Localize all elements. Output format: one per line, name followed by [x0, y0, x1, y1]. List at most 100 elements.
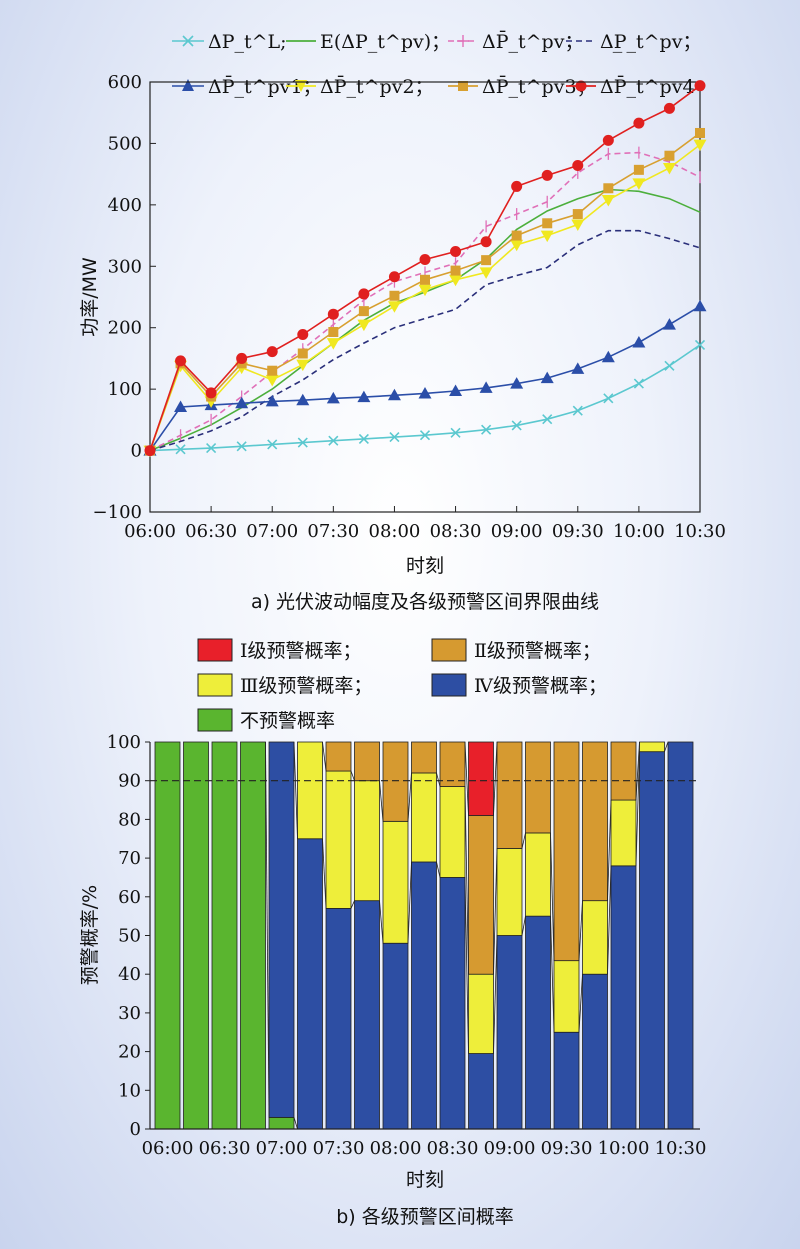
bar-segment-series-2	[639, 741, 665, 753]
point-series-4	[510, 377, 524, 389]
point-series-6	[358, 306, 369, 317]
bar-connector	[407, 772, 412, 822]
point-series-5	[479, 267, 493, 279]
bottom-x-tick-label: 10:00	[598, 1138, 650, 1159]
point-series-7	[572, 160, 584, 172]
point-series-4	[479, 381, 493, 393]
point-series-4	[387, 388, 401, 401]
point-series-5	[387, 301, 401, 313]
bar-connector	[322, 838, 327, 909]
top-x-tick-label: 06:00	[124, 521, 176, 542]
top-x-tick-label: 06:30	[185, 521, 237, 542]
bottom-x-tick-label: 08:00	[370, 1138, 422, 1159]
point-series-6	[450, 265, 461, 276]
top-caption: a) 光伏波动幅度及各级预警区间界限曲线	[251, 591, 599, 613]
bar-connector	[578, 900, 583, 961]
top-y-tick-label: 500	[108, 133, 142, 154]
bottom-x-tick-label: 10:30	[655, 1138, 707, 1159]
bar-connector	[550, 832, 555, 961]
bar-connector	[521, 916, 526, 936]
bottom-y-axis-label: 预警概率/%	[79, 885, 101, 985]
legend-entry-pv3: ΔP̄_t^pv3；	[448, 75, 596, 98]
bottom-y-tick-label: 10	[118, 1080, 141, 1101]
bar-segment-series-1	[354, 900, 380, 1130]
point-series-7	[602, 134, 614, 146]
bar-segment-series-1	[553, 1031, 580, 1130]
bar-segment-series-3	[468, 815, 494, 975]
legend-label-lower: ΔP̲_t^pv；	[600, 31, 701, 53]
bar-connector	[493, 741, 498, 816]
bar-connector	[521, 832, 526, 849]
bar-connector	[664, 741, 669, 752]
point-series-6	[542, 218, 553, 229]
bar-segment-series-1	[439, 877, 466, 1130]
bar-connector	[464, 877, 469, 1054]
point-series-4	[418, 386, 432, 399]
bar-connector	[436, 861, 441, 878]
point-series-4	[540, 371, 554, 384]
point-series-6	[695, 127, 705, 138]
bar-segment-series-3	[411, 741, 437, 774]
top-x-tick-label: 09:30	[552, 521, 604, 542]
bar-segment-series-1	[325, 908, 352, 1130]
legend-entry-expected: E(ΔP_t^pv)；	[286, 31, 450, 53]
point-series-7	[694, 80, 706, 92]
point-series-0	[633, 378, 644, 389]
bar-segment-series-3	[325, 741, 352, 772]
point-series-4	[693, 299, 707, 312]
point-series-6	[664, 150, 675, 161]
point-series-4	[296, 393, 310, 406]
top-y-tick-label: 100	[108, 379, 142, 400]
bottom-y-tick-label: 60	[118, 887, 141, 908]
bar-segment-series-0	[240, 741, 266, 1130]
top-x-tick-label: 07:00	[246, 521, 298, 542]
point-series-5	[540, 230, 554, 243]
legend-label-level4: Ⅳ级预警概率；	[474, 675, 607, 697]
point-series-7	[358, 288, 370, 300]
point-series-0	[481, 424, 492, 435]
bottom-x-tick-label: 06:30	[199, 1138, 251, 1159]
point-series-7	[480, 236, 492, 248]
legend-entry-pv2: ΔP̄_t^pv2；	[286, 75, 434, 98]
point-series-4	[571, 362, 585, 374]
point-series-7	[511, 180, 523, 192]
point-series-7	[541, 169, 553, 181]
point-series-0	[236, 441, 247, 452]
point-series-5	[265, 374, 279, 387]
point-series-0	[175, 444, 186, 455]
point-series-6	[603, 183, 614, 194]
legend-label-expected: E(ΔP_t^pv)；	[320, 31, 450, 53]
point-series-7	[266, 346, 278, 358]
bottom-x-tick-label: 09:30	[541, 1138, 593, 1159]
legend-entry-level3: Ⅲ级预警概率；	[197, 673, 372, 697]
point-series-5	[662, 163, 676, 175]
point-series-4	[174, 400, 188, 412]
legend-label-upper: ΔP̄_t^pv；	[482, 30, 583, 53]
point-series-5	[571, 219, 585, 232]
point-series-7	[175, 355, 187, 367]
bar-segment-series-1	[382, 942, 409, 1130]
point-series-0	[267, 439, 278, 450]
point-series-7	[450, 246, 462, 258]
line-series-3	[149, 229, 701, 452]
bar-segment-series-3	[610, 741, 637, 801]
bottom-x-tick-label: 09:00	[484, 1138, 536, 1159]
point-series-0	[358, 433, 369, 444]
legend-entry-upper: ΔP̄_t^pv；	[448, 30, 583, 53]
bottom-x-tick-label: 07:00	[256, 1138, 308, 1159]
bar-segment-series-2	[582, 900, 608, 975]
legend-entry-level1: Ⅰ级预警概率；	[197, 638, 362, 662]
top-x-tick-label: 10:00	[613, 521, 665, 542]
top-x-tick-label: 07:30	[307, 521, 359, 542]
bottom-y-tick-label: 90	[118, 771, 141, 792]
legend-label-pv2: ΔP̄_t^pv2；	[320, 75, 434, 98]
bar-segment-series-1	[639, 751, 665, 1130]
bottom-x-tick-label: 08:30	[427, 1138, 479, 1159]
top-x-axis-label: 时刻	[406, 555, 444, 577]
point-series-6	[267, 365, 278, 376]
bar-connector	[379, 900, 384, 944]
point-series-7	[663, 102, 675, 114]
point-series-6	[328, 327, 339, 338]
